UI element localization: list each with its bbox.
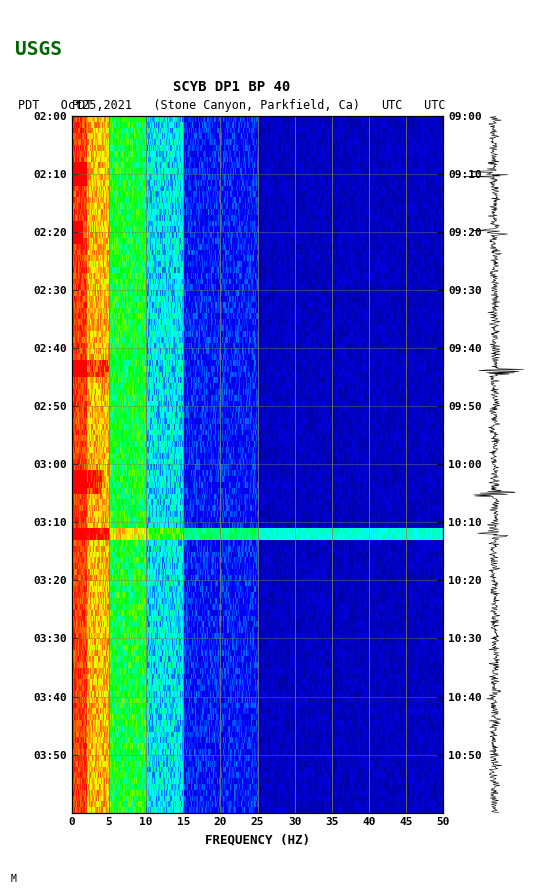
Text: USGS: USGS	[15, 39, 62, 59]
Text: SCYB DP1 BP 40: SCYB DP1 BP 40	[173, 79, 290, 94]
Text: PDT: PDT	[72, 98, 93, 112]
Text: UTC: UTC	[381, 98, 403, 112]
X-axis label: FREQUENCY (HZ): FREQUENCY (HZ)	[205, 833, 310, 846]
Text: M: M	[11, 874, 17, 884]
Text: PDT   Oct25,2021   (Stone Canyon, Parkfield, Ca)         UTC: PDT Oct25,2021 (Stone Canyon, Parkfield,…	[18, 98, 445, 112]
